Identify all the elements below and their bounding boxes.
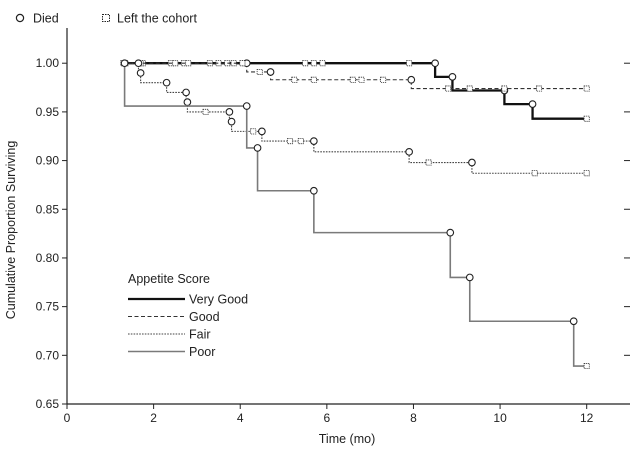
legend-title: Appetite Score — [128, 272, 210, 286]
censored-marker — [302, 60, 309, 67]
censored-marker — [172, 60, 179, 67]
y-tick-label: 0.95 — [36, 105, 60, 119]
censored-marker — [291, 76, 298, 83]
died-legend-label: Died — [33, 12, 59, 26]
fair-series — [123, 59, 590, 177]
censored-marker — [310, 60, 317, 67]
y-axis-title: Cumulative Proportion Surviving — [4, 141, 18, 320]
axis-ticks: 0.65 0.70 0.75 0.80 0.85 0.90 0.95 1.00 0 2 4 6 8 10 1… — [36, 56, 630, 425]
y-tick-label: 0.75 — [36, 300, 60, 314]
y-tick-label: 0.65 — [36, 397, 60, 411]
x-tick-label: 2 — [150, 411, 157, 425]
left-cohort-marker-icon — [102, 14, 110, 22]
censored-marker — [310, 76, 317, 83]
died-marker — [431, 59, 439, 68]
x-tick-label: 8 — [410, 411, 417, 425]
died-marker — [528, 100, 537, 108]
died-marker — [242, 102, 251, 110]
died-marker — [446, 228, 455, 237]
censored-marker — [380, 76, 387, 83]
good-legend-label: Good — [189, 310, 220, 324]
died-marker — [310, 137, 318, 145]
censored-marker — [583, 363, 590, 370]
y-tick-label: 1.00 — [36, 56, 60, 70]
censored-marker — [583, 85, 590, 92]
fair-legend-label: Fair — [189, 328, 211, 342]
died-marker — [569, 317, 578, 326]
poor-survival-line — [123, 62, 587, 367]
died-marker — [120, 59, 129, 68]
died-marker — [183, 98, 192, 107]
x-tick-label: 4 — [237, 411, 244, 425]
x-axis-title: Time (mo) — [319, 432, 375, 446]
censored-marker — [536, 85, 543, 92]
censored-marker — [583, 115, 590, 122]
x-tick-label: 10 — [493, 411, 507, 425]
died-marker — [225, 108, 234, 116]
y-tick-label: 0.85 — [36, 202, 60, 216]
censored-marker — [297, 138, 304, 145]
series-legend: Appetite Score Very Good Good Fair Poor — [128, 272, 248, 359]
censored-marker — [583, 170, 590, 177]
x-tick-label: 12 — [580, 411, 594, 425]
censored-marker — [287, 138, 294, 145]
censored-marker — [239, 60, 246, 67]
censored-marker — [256, 68, 263, 75]
censored-marker — [358, 76, 365, 83]
censored-marker — [425, 159, 432, 166]
died-marker — [136, 69, 145, 77]
left-cohort-legend-label: Left the cohort — [117, 12, 197, 26]
died-marker — [407, 75, 416, 84]
censored-marker — [319, 60, 326, 67]
died-marker — [310, 186, 318, 195]
censored-marker — [250, 128, 257, 135]
poor-series — [120, 59, 590, 370]
censored-marker — [406, 60, 413, 67]
died-marker-icon — [15, 13, 25, 23]
died-marker — [253, 144, 262, 152]
poor-legend-label: Poor — [189, 345, 215, 359]
very-good-legend-label: Very Good — [189, 293, 248, 307]
y-tick-label: 0.80 — [36, 251, 60, 265]
died-marker — [182, 88, 190, 97]
good-series — [120, 59, 590, 92]
censored-marker — [445, 85, 452, 92]
died-marker — [465, 273, 474, 282]
died-marker — [468, 158, 476, 167]
died-marker — [258, 127, 266, 136]
series-layer — [120, 59, 590, 370]
y-tick-label: 0.70 — [36, 348, 60, 362]
died-marker — [134, 59, 143, 68]
died-marker — [266, 68, 275, 76]
very-good-survival-line — [123, 62, 587, 120]
x-tick-label: 0 — [64, 411, 71, 425]
died-marker — [162, 78, 171, 87]
censored-marker — [466, 85, 473, 92]
censored-marker — [501, 85, 508, 92]
died-marker — [448, 72, 457, 81]
axes — [66, 28, 630, 405]
x-tick-label: 6 — [324, 411, 331, 425]
censored-marker — [185, 60, 192, 67]
marker-legend: Died Left the cohort — [15, 12, 197, 26]
censored-marker — [202, 108, 209, 115]
died-marker — [405, 147, 413, 156]
censored-marker — [349, 76, 356, 83]
died-marker — [227, 117, 236, 126]
censored-marker — [531, 170, 538, 177]
y-tick-label: 0.90 — [36, 154, 60, 168]
